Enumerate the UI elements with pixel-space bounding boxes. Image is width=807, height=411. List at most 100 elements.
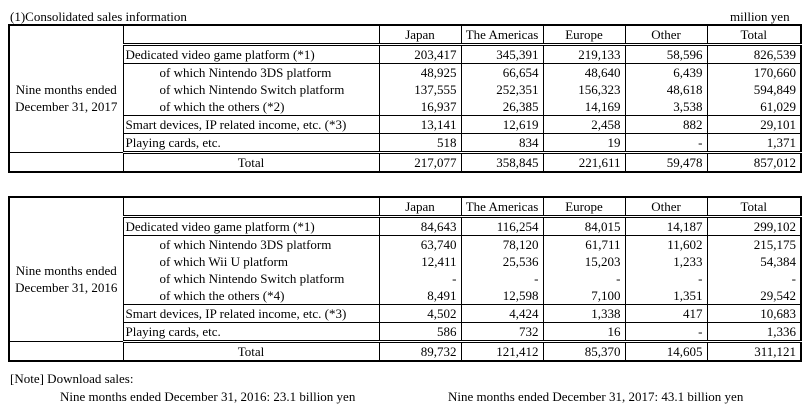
cell-europe: 19 [542,133,626,153]
cell-japan: 203,417 [378,43,462,64]
cell-europe: 85,370 [542,340,626,362]
cell-americas: 12,598 [460,287,544,305]
cell-total: 61,029 [706,98,802,116]
row-label: Dedicated video game platform (*1) [122,215,380,236]
cell-total: 311,121 [706,340,802,362]
table-row: Nine months ended December 31, 2016 Dedi… [8,215,802,342]
row-label: Dedicated video game platform (*1) [122,43,380,64]
row-label: of which Wii U platform [122,253,380,270]
period-label: Nine months ended December 31, 2017 [8,44,124,153]
cell-europe: - [542,270,626,287]
cell-europe: 61,711 [542,235,626,253]
cell-total: 54,384 [706,253,802,270]
table-row: of which the others (*2) 16,937 26,385 1… [9,98,802,116]
cell-americas: 25,536 [460,253,544,270]
col-header-europe: Europe [542,24,626,45]
cell-japan: - [378,270,462,287]
cell-americas: 78,120 [460,235,544,253]
cell-total: 29,101 [706,115,802,134]
cell-japan: 12,411 [378,253,462,270]
total-row: Total 217,077 358,845 221,611 59,478 857… [8,151,802,173]
cell-total: 1,336 [706,322,802,342]
cell-japan: 84,643 [378,215,462,236]
period-label: Nine months ended December 31, 2016 [8,216,124,342]
row-label: of which Nintendo 3DS platform [122,235,380,253]
row-label: of which Nintendo 3DS platform [122,63,380,81]
row-label: Total [122,340,380,362]
row-label: of which Nintendo Switch platform [122,81,380,98]
col-header-other: Other [624,24,708,45]
col-header-europe: Europe [542,196,626,217]
cell-americas: 66,654 [460,63,544,81]
cell-other: - [624,270,708,287]
cell-japan: 63,740 [378,235,462,253]
cell-japan: 13,141 [378,115,462,134]
cell-japan: 16,937 [378,98,462,116]
table-row: Smart devices, IP related income, etc. (… [9,115,802,134]
cell-total: 1,371 [706,133,802,153]
row-label: of which Nintendo Switch platform [122,270,380,287]
cell-americas: - [460,270,544,287]
cell-other: 14,605 [624,340,708,362]
col-header-japan: Japan [378,196,462,217]
cell-europe: 15,203 [542,253,626,270]
cell-japan: 48,925 [378,63,462,81]
cell-europe: 221,611 [542,151,626,173]
cell-americas: 26,385 [460,98,544,116]
col-header-total: Total [706,24,802,45]
cell-other: 58,596 [624,43,708,64]
cell-europe: 2,458 [542,115,626,134]
cell-total: 594,849 [706,81,802,98]
cell-japan: 89,732 [378,340,462,362]
row-label: Total [122,151,380,173]
header-row: Japan The Americas Europe Other Total [9,196,802,217]
sales-table-2016: Japan The Americas Europe Other Total Ni… [8,196,802,362]
col-header-japan: Japan [378,24,462,45]
row-label: Smart devices, IP related income, etc. (… [122,115,380,134]
cell-other: 1,233 [624,253,708,270]
cell-other: 11,602 [624,235,708,253]
cell-total: 826,539 [706,43,802,64]
cell-total: 29,542 [706,287,802,305]
table-row: of which Nintendo Switch platform - - - … [9,270,802,287]
cell-japan: 137,555 [378,81,462,98]
row-label: Smart devices, IP related income, etc. (… [122,304,380,323]
table-row: Playing cards, etc. 586 732 16 - 1,336 [9,322,802,342]
cell-europe: 16 [542,322,626,342]
total-row: Total 89,732 121,412 85,370 14,605 311,1… [8,340,802,362]
table-row: of which Wii U platform 12,411 25,536 15… [9,253,802,270]
table-row: of which Nintendo Switch platform 137,55… [9,81,802,98]
cell-japan: 586 [378,322,462,342]
cell-other: 6,439 [624,63,708,81]
row-label: of which the others (*4) [122,287,380,305]
col-header-total: Total [706,196,802,217]
cell-total: 857,012 [706,151,802,173]
cell-americas: 121,412 [460,340,544,362]
cell-americas: 358,845 [460,151,544,173]
row-label: of which the others (*2) [122,98,380,116]
cell-europe: 48,640 [542,63,626,81]
cell-other: 14,187 [624,215,708,236]
table-row: of which the others (*4) 8,491 12,598 7,… [9,287,802,305]
cell-americas: 12,619 [460,115,544,134]
cell-other: 882 [624,115,708,134]
cell-other: 59,478 [624,151,708,173]
col-header-other: Other [624,196,708,217]
cell-americas: 732 [460,322,544,342]
sales-table-2017: Japan The Americas Europe Other Total Ni… [8,24,802,173]
col-header-americas: The Americas [460,24,544,45]
note-line-2017: Nine months ended December 31, 2017: 43.… [448,389,744,404]
table-row: of which Nintendo 3DS platform 63,740 78… [9,235,802,253]
cell-japan: 217,077 [378,151,462,173]
cell-europe: 219,133 [542,43,626,64]
cell-japan: 8,491 [378,287,462,305]
cell-total: - [706,270,802,287]
header-row: Japan The Americas Europe Other Total [9,24,802,45]
cell-other: 3,538 [624,98,708,116]
cell-other: 417 [624,304,708,323]
cell-other: 48,618 [624,81,708,98]
cell-europe: 14,169 [542,98,626,116]
cell-japan: 4,502 [378,304,462,323]
cell-total: 299,102 [706,215,802,236]
row-label: Playing cards, etc. [122,133,380,153]
